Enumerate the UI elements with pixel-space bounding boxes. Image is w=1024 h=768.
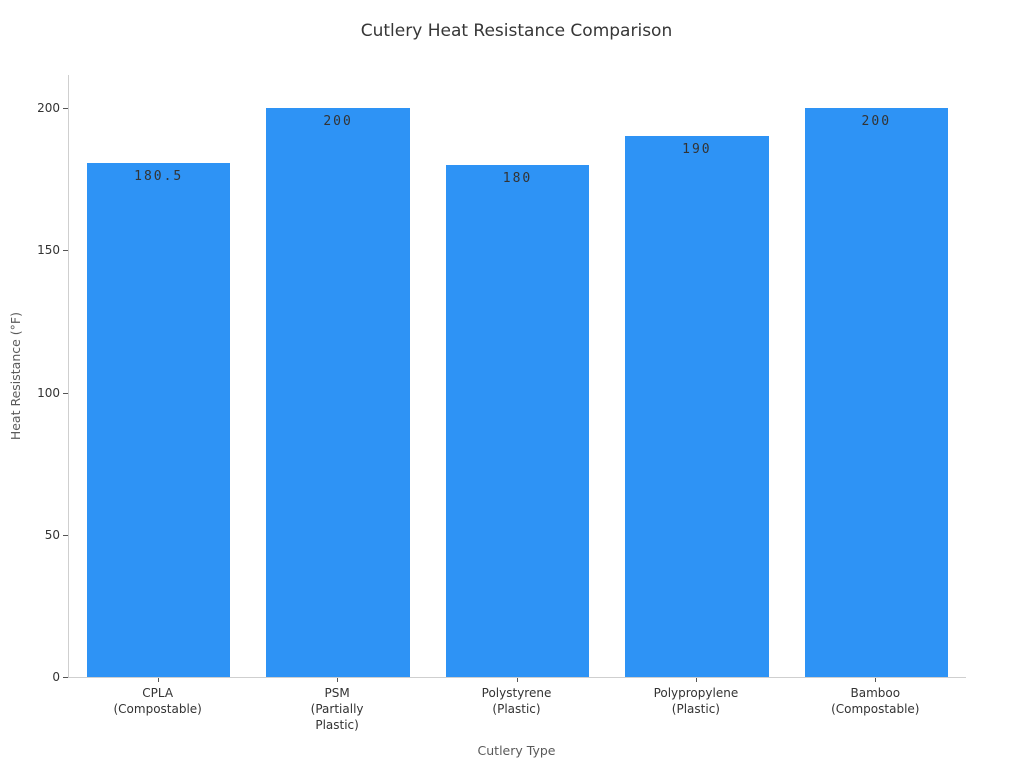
y-tick-mark [63,108,68,109]
bar-value-label: 200 [323,114,353,130]
bar-value-label: 200 [861,114,892,130]
y-tick-label: 100 [37,385,60,400]
bar-value-label: 180 [502,170,533,186]
y-tick-label: 0 [52,670,60,684]
bar: 190 [625,136,769,677]
bar: 200 [804,108,949,677]
bar: 200 [266,108,410,677]
bar-value-label: 190 [682,142,712,158]
y-tick-label: 200 [37,101,60,115]
y-axis-label-area: Heat Resistance (°F) [0,75,30,677]
y-tick-mark [63,534,68,536]
bar: 180.5 [86,163,231,677]
x-axis-label: Cutlery Type [477,743,556,758]
x-tick-label: CPLA (Compostable) [113,686,202,716]
x-tick-mark [157,678,159,682]
y-axis-label: Heat Resistance (°F) [7,311,23,441]
bar: 180 [445,164,590,677]
chart-title: Cutlery Heat Resistance Comparison [360,21,673,41]
y-tick-label: 150 [37,243,60,258]
bar-value-label: 180.5 [134,169,184,185]
y-tick-mark [63,677,68,678]
x-tick-label: Bamboo (Compostable) [831,686,920,716]
y-tick-label: 50 [44,527,60,542]
x-tick-mark [875,678,877,682]
x-tick-mark [516,678,518,682]
x-tick-label: Polypropylene (Plastic) [653,686,739,716]
x-tick-label: Polystyrene (Plastic) [481,686,552,716]
x-tick-mark [337,678,339,682]
x-tick-label: PSM (Partially Plastic) [310,686,364,732]
y-tick-mark [63,392,68,394]
plot-area: 180.5 200 180 190 200 [68,75,966,678]
x-tick-mark [695,678,697,682]
y-tick-mark [63,250,68,252]
